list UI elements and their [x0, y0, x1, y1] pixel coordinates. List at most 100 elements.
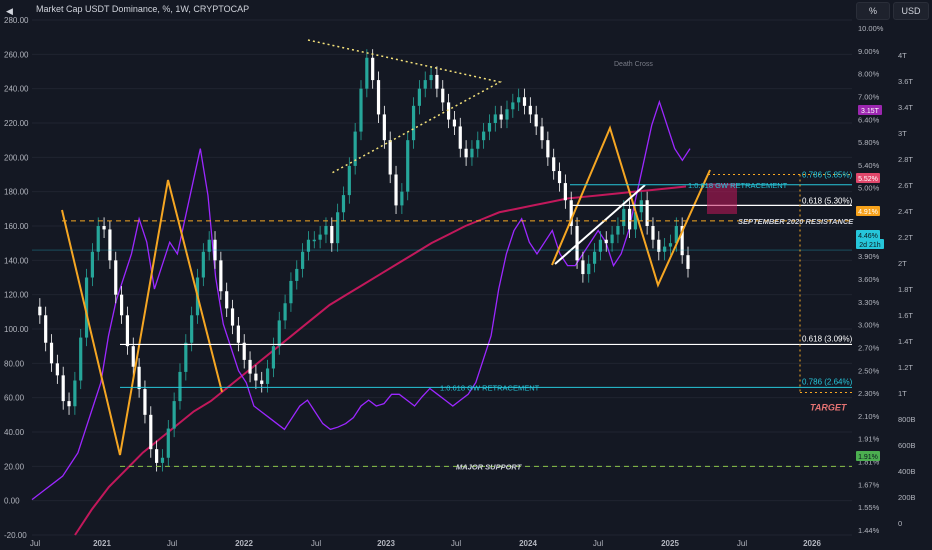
left-tick-label: 20.00 — [4, 462, 25, 471]
candle-body — [67, 401, 71, 407]
left-tick-label: 160.00 — [4, 222, 29, 231]
percent-scale-button[interactable]: % — [856, 2, 890, 20]
candle-body — [172, 401, 176, 429]
left-tick-label: 40.00 — [4, 428, 25, 437]
left-tick-label: 120.00 — [4, 291, 29, 300]
candle-body — [406, 140, 410, 192]
candle-body — [248, 359, 252, 374]
left-tick-label: 60.00 — [4, 394, 25, 403]
right-usd-tick-label: 1.2T — [898, 363, 913, 372]
right-usd-tick-label: 1.8T — [898, 285, 913, 294]
candle-body — [260, 380, 264, 384]
price-badge-label: 5.52% — [858, 176, 878, 183]
candle-body — [365, 57, 369, 89]
candle-body — [44, 315, 48, 343]
right-pct-tick-label: 2.10% — [858, 412, 880, 421]
candle-body — [324, 226, 328, 235]
right-usd-tick-label: 1.6T — [898, 311, 913, 320]
candle-body — [394, 174, 398, 206]
x-tick-label: Jul — [311, 539, 321, 548]
candle-body — [166, 428, 170, 458]
wave-pattern-2 — [551, 125, 711, 288]
right-usd-tick-label: 200B — [898, 493, 916, 502]
candle-body — [184, 342, 188, 372]
candle-body — [336, 212, 340, 244]
right-pct-tick-label: 5.40% — [858, 161, 880, 170]
candle-body — [371, 57, 375, 81]
candle-body — [499, 114, 503, 120]
left-tick-label: 280.00 — [4, 16, 29, 25]
candle-body — [137, 366, 141, 390]
left-tick-label: 100.00 — [4, 325, 29, 334]
candle-body — [657, 239, 661, 252]
menu-icon[interactable]: ◀ — [6, 6, 13, 16]
x-tick-label: 2021 — [93, 539, 111, 548]
candle-body — [155, 449, 159, 463]
right-pct-tick-label: 8.00% — [858, 70, 880, 79]
death-cross-label: Death Cross — [614, 61, 653, 68]
candle-body — [417, 88, 421, 106]
candle-body — [207, 239, 211, 252]
candle-body — [79, 337, 83, 381]
candle-body — [663, 246, 667, 252]
fib-618-lower-label: 0.618 (3.09%) — [802, 334, 853, 343]
x-tick-label: 2023 — [377, 539, 395, 548]
candle-body — [517, 97, 521, 103]
candle-body — [557, 171, 562, 184]
right-usd-tick-label: 3T — [898, 129, 907, 138]
candle-body — [581, 260, 585, 275]
candle-body — [125, 315, 130, 347]
x-tick-label: 2025 — [661, 539, 679, 548]
right-pct-tick-label: 3.90% — [858, 252, 880, 261]
price-badge — [856, 173, 880, 183]
fib-786-lower-label: 0.786 (2.64%) — [802, 377, 853, 386]
series-line-ma — [74, 185, 687, 536]
candle-body — [423, 80, 427, 89]
candle-body — [96, 226, 100, 252]
right-usd-tick-label: 4T — [898, 51, 907, 60]
candle-body — [119, 294, 124, 316]
candle-body — [622, 208, 626, 226]
left-tick-label: 220.00 — [4, 119, 29, 128]
candle-body — [470, 148, 474, 158]
candle-body — [295, 268, 299, 281]
left-tick-label: 140.00 — [4, 256, 29, 265]
candle-body — [540, 126, 544, 141]
candle-body — [400, 191, 404, 206]
left-tick-label: 260.00 — [4, 50, 29, 59]
candle-body — [645, 200, 649, 226]
price-badge-label: 3.15T — [861, 108, 880, 115]
price-badge — [856, 206, 880, 216]
price-badge-label: 2d 21h — [859, 242, 881, 249]
price-badge — [856, 239, 884, 249]
candle-body — [674, 226, 678, 244]
candle-body — [347, 165, 351, 196]
candle-body — [458, 126, 462, 149]
candle-body — [353, 131, 357, 166]
usd-scale-button[interactable]: USD — [893, 2, 929, 20]
gw-upper-label: 1:0.618 GW RETRACEMENT — [688, 181, 788, 190]
left-tick-label: 180.00 — [4, 188, 29, 197]
right-pct-tick-label: 1.55% — [858, 503, 880, 512]
candle-body — [376, 80, 381, 115]
candle-body — [382, 114, 386, 141]
candle-body — [534, 114, 538, 127]
candle-body — [569, 200, 573, 226]
candle-body — [102, 226, 106, 230]
x-tick-label: Jul — [593, 539, 603, 548]
right-pct-tick-label: 2.70% — [858, 343, 880, 352]
candle-body — [429, 74, 433, 81]
right-pct-tick-label: 2.30% — [858, 389, 880, 398]
target-label: TARGET — [810, 403, 848, 413]
candle-body — [114, 260, 118, 295]
candle-body — [61, 375, 65, 402]
candle-body — [604, 239, 608, 244]
candle-body — [522, 97, 527, 106]
candle-body — [312, 239, 316, 242]
candle-body — [219, 260, 223, 292]
candle-body — [493, 114, 497, 123]
candle-body — [73, 380, 77, 407]
right-pct-tick-label: 10.00% — [858, 24, 884, 33]
candle-body — [289, 280, 293, 304]
